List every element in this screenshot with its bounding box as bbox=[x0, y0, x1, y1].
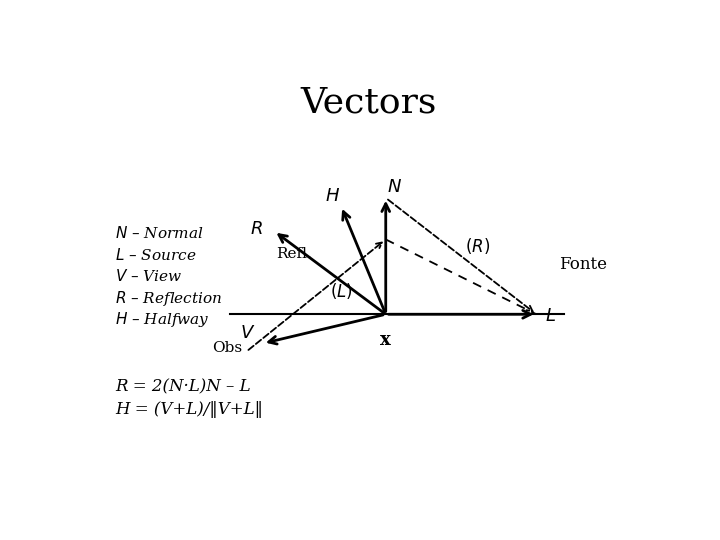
Text: $(R)$: $(R)$ bbox=[465, 235, 490, 255]
Text: Vectors: Vectors bbox=[301, 85, 437, 119]
Text: $(L)$: $(L)$ bbox=[330, 281, 353, 301]
Text: $H$: $H$ bbox=[325, 187, 341, 205]
Text: $V$: $V$ bbox=[240, 324, 256, 342]
Text: Obs: Obs bbox=[212, 341, 242, 355]
Text: $V$ – View: $V$ – View bbox=[115, 268, 182, 285]
Text: R = 2(N·L)N – L: R = 2(N·L)N – L bbox=[115, 379, 251, 395]
Text: $N$: $N$ bbox=[387, 178, 402, 197]
Text: H = (V+L)/‖V+L‖: H = (V+L)/‖V+L‖ bbox=[115, 401, 263, 418]
Text: $R$: $R$ bbox=[250, 220, 263, 238]
Text: $L$ – Source: $L$ – Source bbox=[115, 247, 197, 263]
Text: Fonte: Fonte bbox=[559, 256, 607, 273]
Text: x: x bbox=[380, 331, 391, 349]
Text: $H$ – Halfway: $H$ – Halfway bbox=[115, 310, 210, 329]
Text: Refl.: Refl. bbox=[276, 247, 312, 261]
Text: $L$: $L$ bbox=[545, 307, 556, 326]
Text: $R$ – Reflection: $R$ – Reflection bbox=[115, 288, 222, 308]
Text: $N$ – Normal: $N$ – Normal bbox=[115, 225, 204, 241]
